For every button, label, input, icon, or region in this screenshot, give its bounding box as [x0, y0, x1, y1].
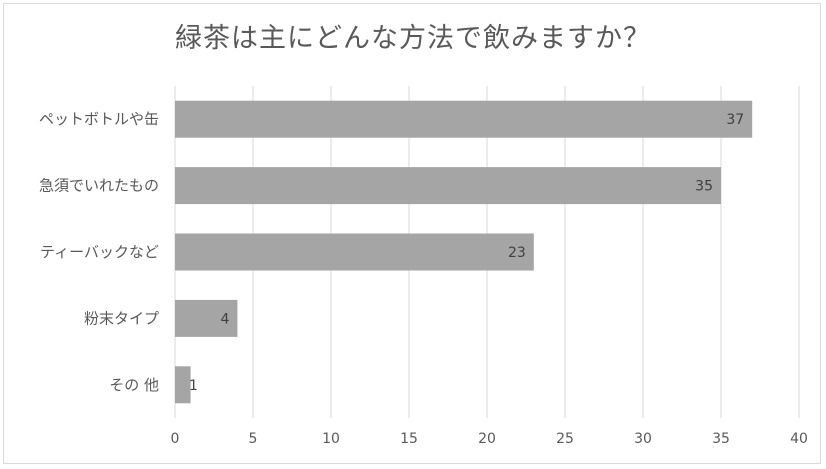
data-label: 4	[220, 311, 229, 327]
x-tick-labels: 0 5 10 15 20 25 30 35 40	[171, 431, 808, 447]
data-label: 23	[508, 245, 526, 261]
category-label: 粉末タイプ	[84, 309, 159, 327]
data-label: 37	[726, 112, 744, 128]
bar-0	[175, 100, 753, 138]
chart-title: 緑茶は主にどんな方法で飲みますか？	[175, 23, 651, 54]
data-label: 35	[695, 179, 713, 195]
bar-3	[175, 299, 238, 337]
bar-1	[175, 167, 721, 205]
x-tick-label: 15	[400, 431, 418, 447]
category-label: その 他	[109, 376, 159, 394]
bar-2	[175, 233, 534, 271]
x-tick-label: 10	[322, 431, 340, 447]
data-labels: 37 35 23 4 1	[189, 112, 744, 394]
data-label: 1	[189, 378, 198, 394]
x-tick-label: 20	[478, 431, 496, 447]
x-tick-label: 25	[556, 431, 574, 447]
x-tick-label: 40	[790, 431, 808, 447]
x-tick-label: 5	[249, 431, 258, 447]
x-tick-label: 0	[171, 431, 180, 447]
category-label: 急須でいれたもの	[39, 177, 159, 195]
category-label: ティーバックなど	[40, 243, 159, 261]
x-tick-label: 30	[634, 431, 652, 447]
x-tick-label: 35	[712, 431, 730, 447]
bar-4	[175, 366, 191, 404]
bars	[175, 100, 753, 404]
category-label: ペットボトルや缶	[39, 110, 159, 128]
